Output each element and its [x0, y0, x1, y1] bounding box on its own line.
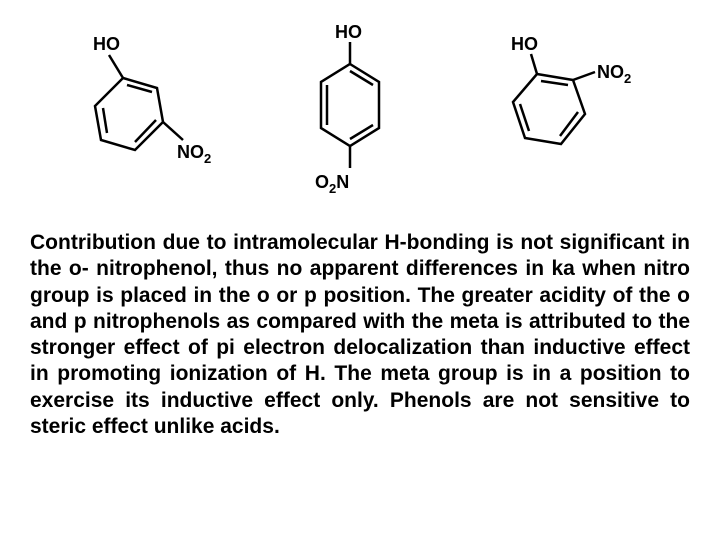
meta-oh-bond — [109, 55, 123, 78]
para-db1 — [350, 71, 373, 85]
meta-svg: HO NO2 — [65, 30, 225, 210]
para-no2-label: O2N — [315, 172, 349, 196]
structures-row: HO NO2 HO O2N HO — [0, 0, 720, 230]
structure-para-nitrophenol: HO O2N — [275, 20, 425, 220]
ortho-ring — [513, 74, 585, 144]
para-db2 — [350, 125, 373, 139]
body-paragraph: Contribution due to intramolecular H-bon… — [0, 230, 720, 440]
ortho-no2-label: NO2 — [597, 62, 631, 86]
ortho-no2-bond — [573, 72, 595, 80]
meta-oh-label: HO — [93, 34, 120, 54]
ortho-oh-label: HO — [511, 34, 538, 54]
meta-no2-label: NO2 — [177, 142, 211, 166]
para-oh-label: HO — [335, 22, 362, 42]
para-svg: HO O2N — [275, 20, 425, 220]
ortho-svg: HO NO2 — [475, 30, 655, 210]
meta-no2-bond — [163, 122, 183, 140]
structure-meta-nitrophenol: HO NO2 — [65, 30, 225, 210]
meta-db3 — [103, 108, 107, 133]
ortho-db1 — [541, 81, 568, 85]
para-ring — [321, 64, 379, 146]
ortho-oh-bond — [531, 54, 537, 74]
structure-ortho-nitrophenol: HO NO2 — [475, 30, 655, 210]
